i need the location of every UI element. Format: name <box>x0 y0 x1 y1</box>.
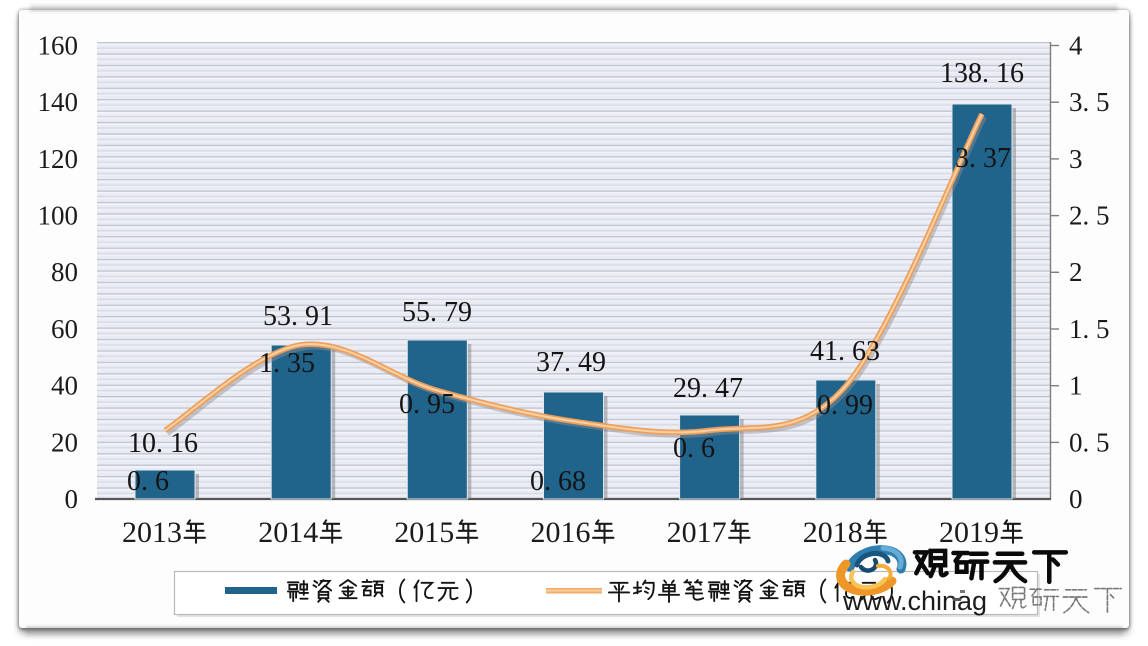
svg-text:2014: 2014 <box>258 516 318 549</box>
svg-text:140: 140 <box>38 87 79 117</box>
svg-text:0. 6: 0. 6 <box>127 466 169 497</box>
svg-text:29. 47: 29. 47 <box>673 373 743 404</box>
svg-text:0. 5: 0. 5 <box>1069 427 1110 457</box>
svg-text:2018: 2018 <box>803 516 863 549</box>
svg-text:1. 35: 1. 35 <box>259 348 315 379</box>
svg-text:0. 99: 0. 99 <box>817 390 873 421</box>
svg-text:1. 5: 1. 5 <box>1069 314 1110 344</box>
svg-text:3: 3 <box>1069 144 1083 174</box>
svg-text:2017: 2017 <box>667 516 727 549</box>
svg-text:g: g <box>972 586 987 616</box>
svg-text:0. 95: 0. 95 <box>399 389 455 420</box>
svg-text:20: 20 <box>51 427 78 457</box>
svg-text:4: 4 <box>1069 30 1083 60</box>
svg-text:www.china: www.china <box>842 586 973 616</box>
svg-text:53. 91: 53. 91 <box>263 301 333 332</box>
svg-text:0. 68: 0. 68 <box>530 466 586 497</box>
svg-text:60: 60 <box>51 314 78 344</box>
svg-text:80: 80 <box>51 257 78 287</box>
svg-text:160: 160 <box>38 30 79 60</box>
svg-text:2013: 2013 <box>122 516 182 549</box>
svg-text:2. 5: 2. 5 <box>1069 201 1110 231</box>
svg-text:138. 16: 138. 16 <box>940 58 1024 89</box>
svg-text:0: 0 <box>65 484 79 514</box>
svg-text:41. 63: 41. 63 <box>810 336 880 367</box>
svg-text:2016: 2016 <box>531 516 591 549</box>
svg-text:40: 40 <box>51 371 78 401</box>
svg-text:37. 49: 37. 49 <box>536 347 606 378</box>
svg-text:1: 1 <box>1069 371 1083 401</box>
svg-text:3. 5: 3. 5 <box>1069 87 1110 117</box>
svg-text:10. 16: 10. 16 <box>128 428 198 459</box>
svg-text:0. 6: 0. 6 <box>673 433 715 464</box>
svg-text:2015: 2015 <box>394 516 454 549</box>
svg-text:2019: 2019 <box>939 516 999 549</box>
svg-text:2: 2 <box>1069 257 1083 287</box>
svg-text:55. 79: 55. 79 <box>402 297 472 328</box>
svg-text:120: 120 <box>38 144 79 174</box>
svg-text:0: 0 <box>1069 484 1083 514</box>
svg-text:3. 37: 3. 37 <box>955 143 1011 174</box>
svg-text:100: 100 <box>38 201 79 231</box>
